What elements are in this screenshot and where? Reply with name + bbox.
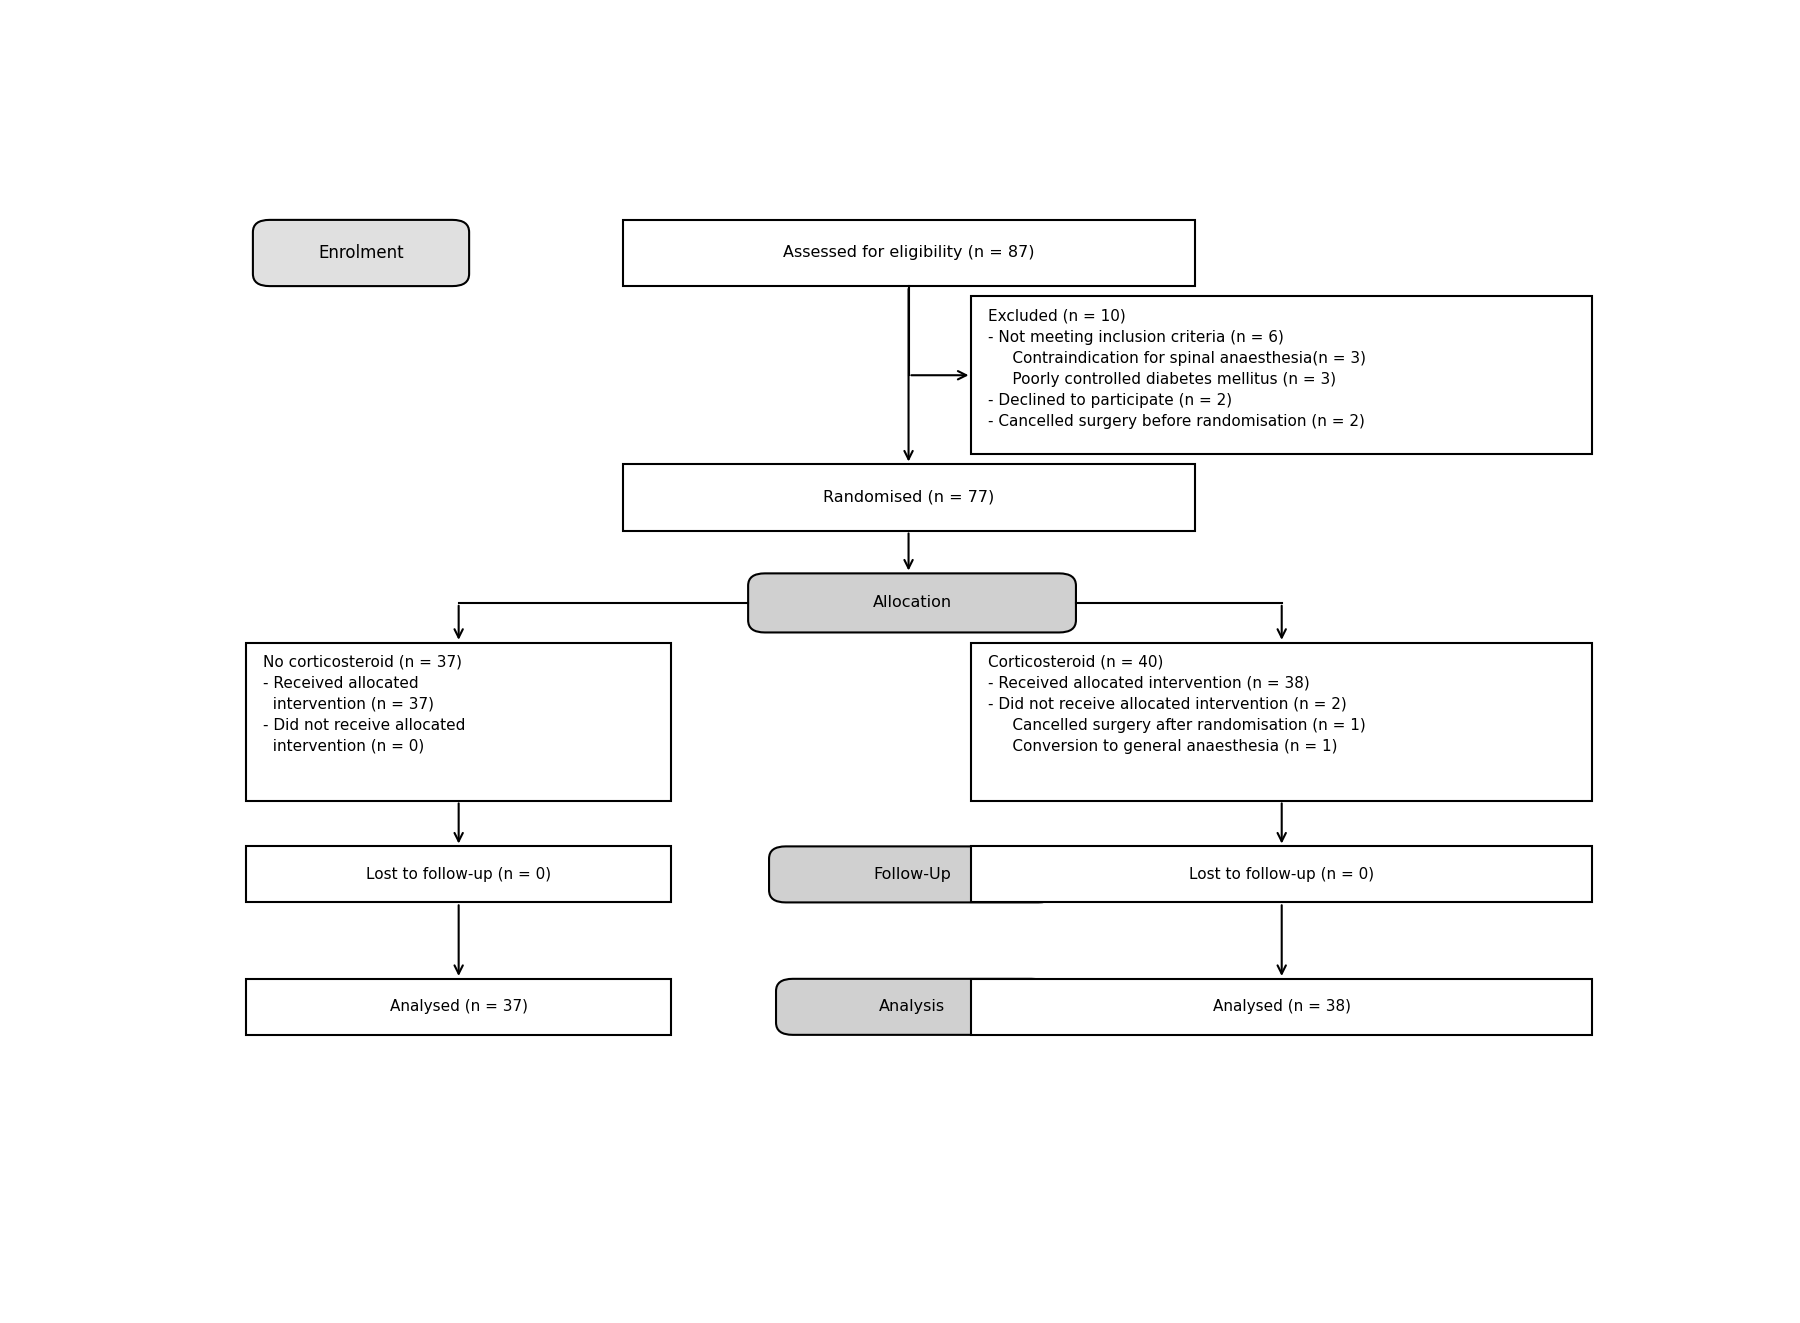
Text: Lost to follow-up (n = 0): Lost to follow-up (n = 0): [365, 867, 551, 882]
Bar: [247, 643, 671, 800]
Bar: [972, 296, 1591, 454]
Bar: [972, 979, 1591, 1035]
Text: Analysed (n = 37): Analysed (n = 37): [389, 999, 527, 1015]
Text: Lost to follow-up (n = 0): Lost to follow-up (n = 0): [1190, 867, 1373, 882]
Bar: [972, 847, 1591, 902]
Bar: [972, 643, 1591, 800]
Bar: [247, 979, 671, 1035]
FancyBboxPatch shape: [776, 979, 1048, 1035]
FancyBboxPatch shape: [749, 573, 1076, 632]
Text: Assessed for eligibility (n = 87): Assessed for eligibility (n = 87): [783, 246, 1035, 261]
Text: Allocation: Allocation: [873, 595, 952, 610]
Text: Corticosteroid (n = 40)
- Received allocated intervention (n = 38)
- Did not rec: Corticosteroid (n = 40) - Received alloc…: [988, 655, 1366, 754]
Bar: [623, 220, 1195, 286]
Text: Randomised (n = 77): Randomised (n = 77): [823, 490, 994, 505]
Text: Follow-Up: Follow-Up: [873, 867, 950, 882]
FancyBboxPatch shape: [252, 220, 470, 286]
FancyBboxPatch shape: [769, 847, 1055, 902]
Bar: [623, 464, 1195, 531]
Text: Excluded (n = 10)
- Not meeting inclusion criteria (n = 6)
     Contraindication: Excluded (n = 10) - Not meeting inclusio…: [988, 308, 1366, 429]
Text: No corticosteroid (n = 37)
- Received allocated
  intervention (n = 37)
- Did no: No corticosteroid (n = 37) - Received al…: [263, 655, 464, 754]
Text: Analysis: Analysis: [878, 999, 945, 1015]
Text: Enrolment: Enrolment: [319, 243, 403, 262]
Bar: [247, 847, 671, 902]
Text: Analysed (n = 38): Analysed (n = 38): [1213, 999, 1350, 1015]
